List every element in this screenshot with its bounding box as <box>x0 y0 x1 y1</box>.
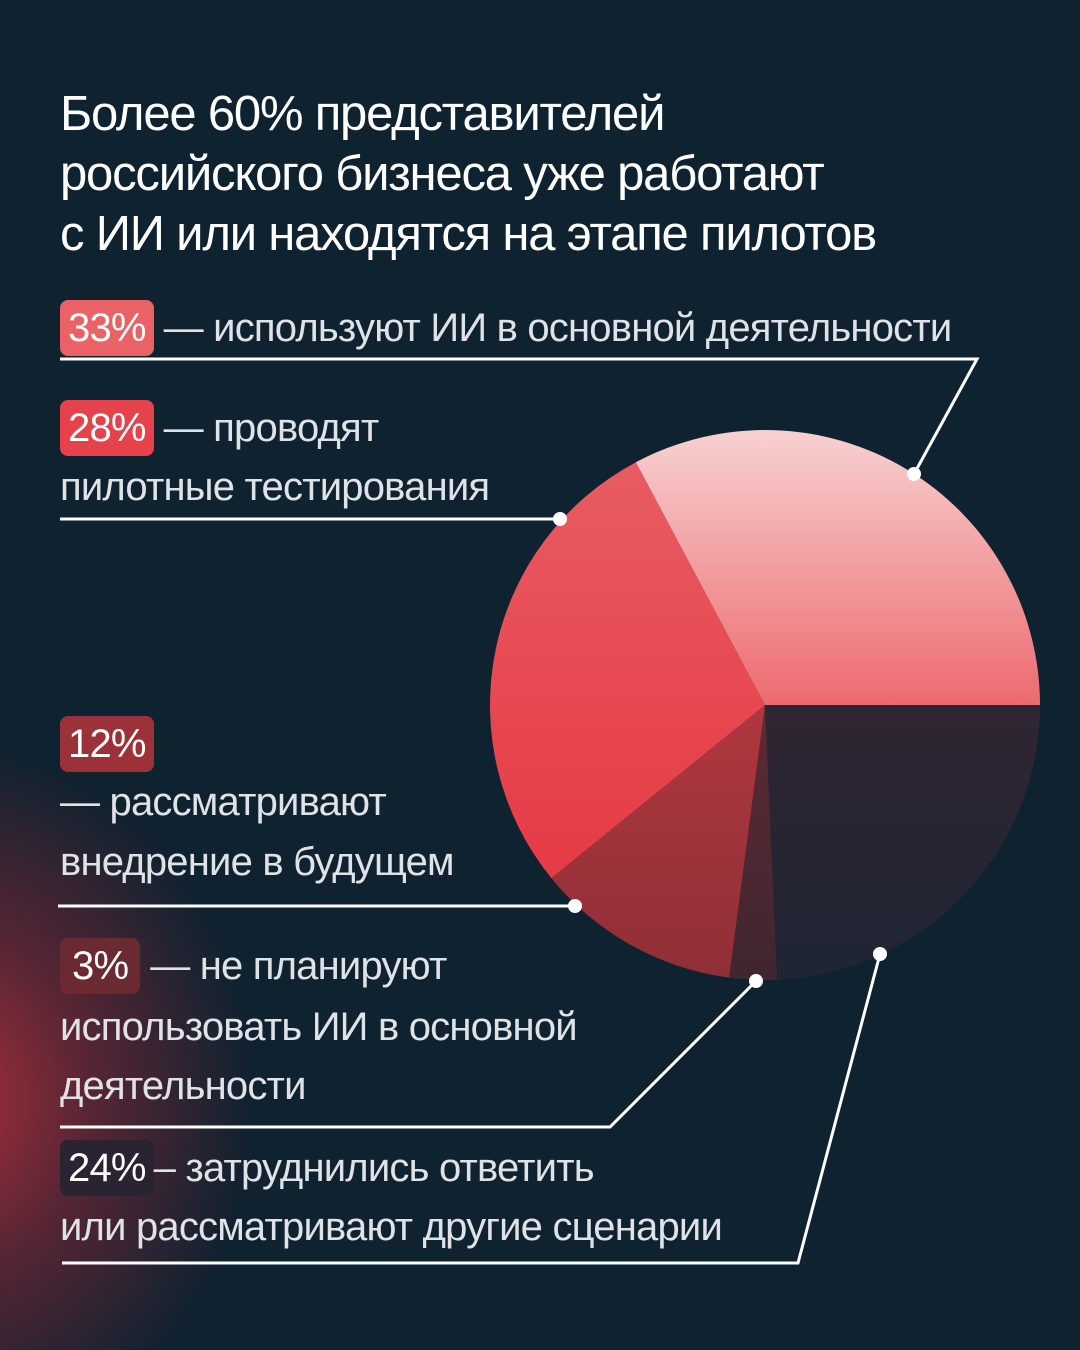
pie-slice-33 <box>635 430 1040 705</box>
label-12-line2: внедрение в будущем <box>60 840 455 884</box>
leader-line-3 <box>60 979 758 1129</box>
label-text: — не планируют <box>150 944 447 988</box>
percent-badge: 3% <box>60 938 141 994</box>
percent-badge: 33% <box>60 300 154 356</box>
page-title: Более 60% представителей российского биз… <box>60 84 1020 264</box>
label-text: — используют ИИ в основной деятельности <box>163 306 953 350</box>
pie-slice-28 <box>489 462 765 879</box>
percent-badge: 28% <box>60 400 154 456</box>
label-text: – затруднились ответить <box>153 1146 595 1190</box>
label-33: 33% — используют ИИ в основной деятельнос… <box>60 298 953 358</box>
percent-badge: 24% <box>60 1140 154 1196</box>
title-line-1: Более 60% представителей <box>60 87 665 141</box>
label-24: 24% – затруднились ответить <box>60 1138 595 1198</box>
leader-dot-24 <box>873 947 887 961</box>
label-3-line2: использовать ИИ в основной <box>60 1005 578 1049</box>
pie-slice-3 <box>729 705 777 980</box>
leader-line-33 <box>60 357 980 475</box>
title-line-2: российского бизнеса уже работают <box>60 147 825 201</box>
label-12-line1: — рассматривают <box>60 780 387 824</box>
label-12: 12% <box>60 714 164 774</box>
leader-dot-12 <box>568 899 582 913</box>
pie-slice-24 <box>765 705 1040 980</box>
leader-line-24 <box>62 953 882 1265</box>
label-text: — проводят <box>163 406 380 450</box>
pie-slice-12 <box>551 705 765 978</box>
label-28-line2: пилотные тестирования <box>60 465 490 509</box>
leader-dot-3 <box>749 974 763 988</box>
percent-badge: 12% <box>60 716 154 772</box>
title-line-3: с ИИ или находятся на этапе пилотов <box>60 207 877 261</box>
leader-dot-33 <box>907 467 921 481</box>
label-3-line3: деятельности <box>60 1064 306 1108</box>
label-28: 28% — проводят <box>60 398 380 458</box>
leader-dot-28 <box>553 512 567 526</box>
label-24-line2: или рассматривают другие сценарии <box>60 1205 723 1249</box>
label-3: 3% — не планируют <box>60 936 447 996</box>
